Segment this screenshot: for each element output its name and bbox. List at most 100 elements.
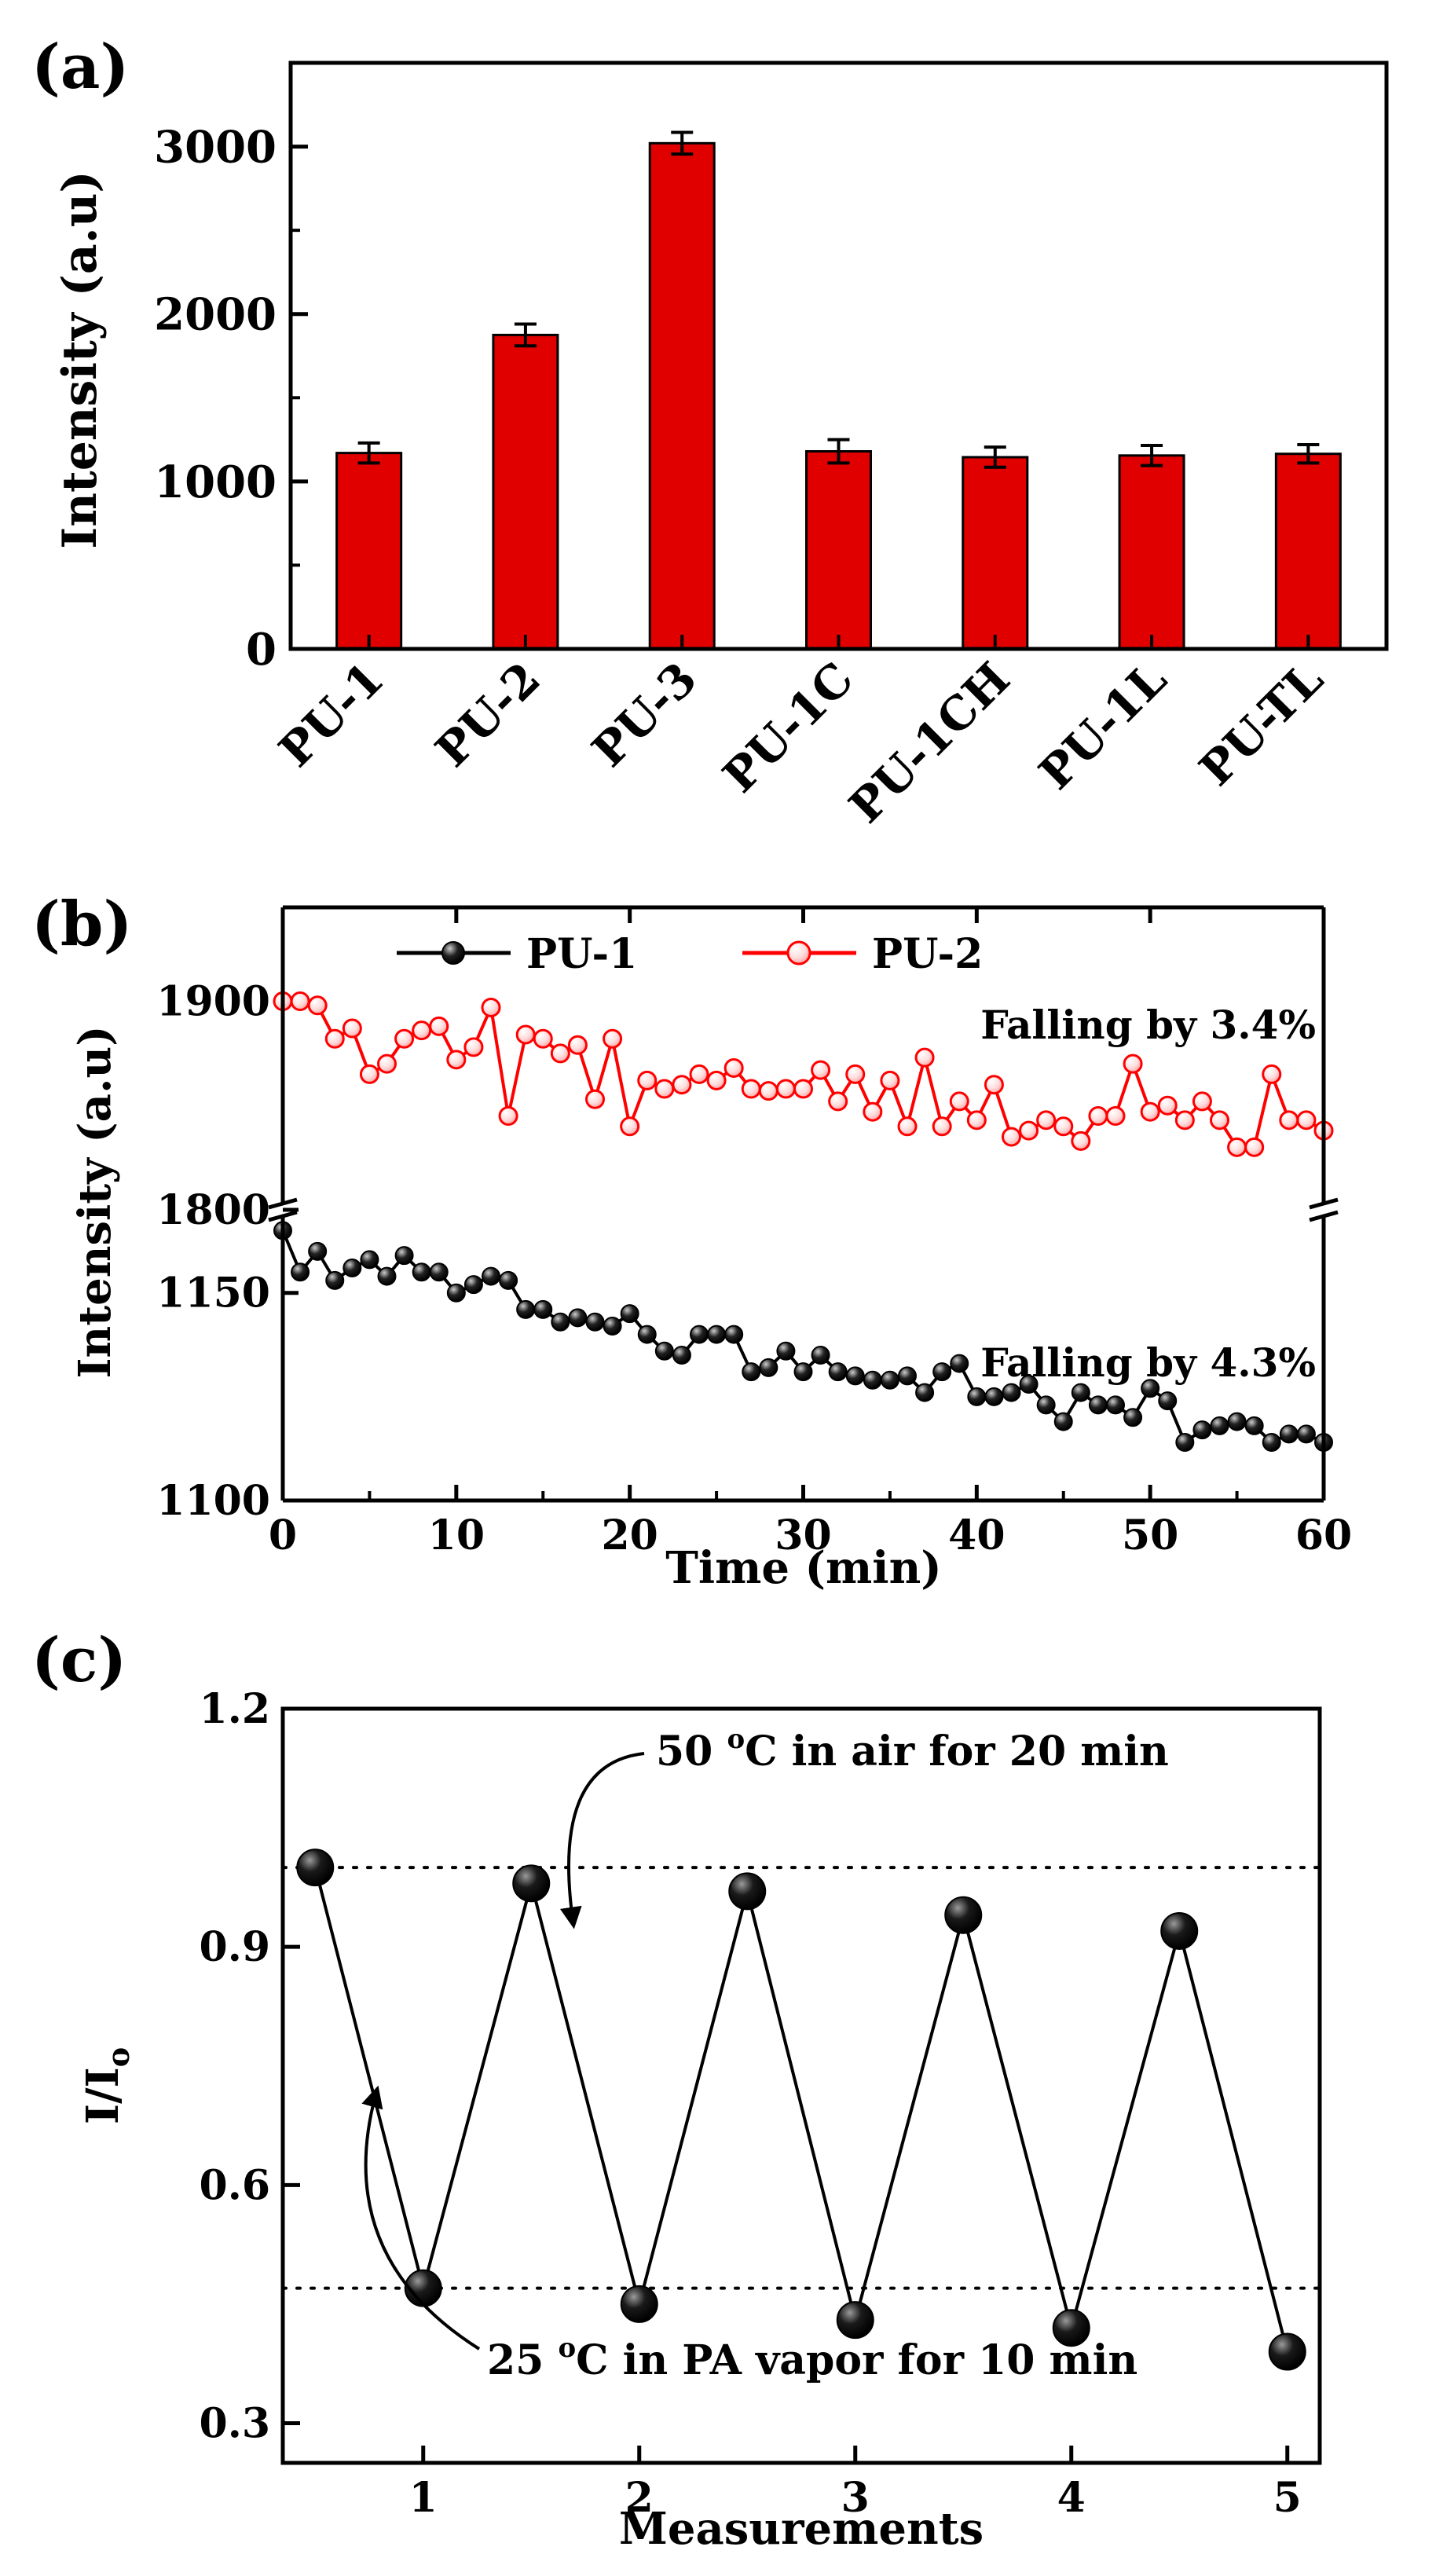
data-point-pu-1 (863, 1370, 882, 1390)
data-point-pu-2 (845, 1064, 866, 1084)
data-point-pu-2 (498, 1106, 518, 1127)
data-point-pu-2 (654, 1079, 675, 1099)
data-point-pu-2 (515, 1024, 536, 1045)
data-point-pu-1 (1262, 1433, 1281, 1452)
data-point-pu-1 (377, 1266, 397, 1286)
data-point-pu-1 (1002, 1383, 1021, 1402)
error-bar-pu-1 (357, 441, 380, 465)
data-point-pu-2 (914, 1047, 935, 1068)
data-point-pu-1 (585, 1312, 605, 1332)
panel-a-plot-frame (288, 60, 1389, 651)
data-point-pu-1 (499, 1270, 518, 1290)
data-point-pu-1 (1019, 1375, 1039, 1394)
data-point-pu-1 (1106, 1395, 1125, 1415)
panel-b-y-tick-label: 1900 (156, 977, 270, 1025)
data-point-pu-2 (1140, 1101, 1160, 1122)
panel-b-x-tick-label: 20 (601, 1512, 658, 1559)
data-point-pu-2 (706, 1070, 727, 1090)
data-point-pu-2 (1157, 1095, 1178, 1116)
panel-b-y-tick-label: 1100 (156, 1477, 270, 1525)
data-point-pu-1 (482, 1266, 500, 1286)
panel-c-y-axis-label: I/Io (77, 2047, 136, 2124)
panel-a-y-axis-label: Intensity (a.u) (53, 170, 108, 548)
data-point-pu-1 (984, 1387, 1004, 1406)
data-point-pu-1 (1210, 1416, 1229, 1435)
data-point-pu-1 (603, 1317, 622, 1336)
bar-pu-1ch (962, 456, 1029, 650)
data-point-pu-1 (551, 1312, 570, 1332)
data-point-pu-1 (1244, 1416, 1264, 1435)
data-point-pu-2 (1279, 1110, 1299, 1130)
data-point-pu-2 (377, 1053, 397, 1074)
data-point-pu-2 (793, 1079, 813, 1099)
panel-a-y-tick-label: 0 (246, 624, 277, 676)
panel-c-data-point (728, 1872, 767, 1911)
data-point-pu-1 (793, 1362, 813, 1382)
data-point-pu-2 (689, 1064, 709, 1084)
panel-b-x-axis-label: Time (min) (665, 1542, 942, 1594)
data-point-pu-1 (811, 1346, 830, 1365)
panel-b-annotation-pu-1: Falling by 4.3% (980, 1339, 1316, 1386)
data-point-pu-2 (412, 1021, 432, 1041)
data-point-pu-1 (759, 1358, 778, 1377)
panel-c-x-tick-label: 1 (409, 2474, 438, 2522)
data-point-pu-1 (742, 1362, 761, 1382)
data-point-pu-1 (308, 1241, 328, 1261)
panel-a-y-tick-label: 2000 (154, 289, 277, 341)
bar-pu-1c (805, 449, 872, 650)
data-point-pu-1 (1227, 1412, 1247, 1431)
data-point-pu-2 (1123, 1053, 1143, 1074)
data-point-pu-2 (620, 1116, 640, 1137)
panel-b-series (273, 991, 1334, 1452)
data-point-pu-1 (291, 1262, 310, 1282)
data-point-pu-2 (880, 1070, 900, 1090)
data-point-pu-2 (1088, 1106, 1108, 1127)
data-point-pu-1 (1123, 1408, 1143, 1427)
data-point-pu-2 (758, 1081, 778, 1101)
panel-c-y-tick-label: 0.6 (200, 2161, 270, 2209)
data-point-pu-2 (1105, 1106, 1126, 1127)
bar-pu-1l (1118, 454, 1185, 650)
data-point-pu-2 (1053, 1116, 1074, 1137)
data-point-pu-1 (343, 1259, 362, 1277)
series-pu-1 (273, 1221, 1333, 1452)
panel-a-label: (a) (31, 31, 129, 103)
data-point-pu-2 (1296, 1110, 1317, 1130)
data-point-pu-2 (863, 1101, 883, 1122)
panel-a-x-tick-label: PU-3 (582, 652, 708, 778)
data-point-pu-2 (394, 1028, 415, 1049)
panel-b-x-tick-label: 50 (1122, 1512, 1178, 1559)
panel-c-x-tick-label: 5 (1273, 2474, 1302, 2522)
panel-c-x-tick-label: 4 (1057, 2474, 1086, 2522)
legend-label-pu-1: PU-1 (526, 930, 637, 978)
panel-c-arrow-heating (559, 1752, 645, 1929)
panel-c-y-tick-label: 0.9 (200, 1923, 270, 1971)
data-point-pu-1 (828, 1362, 848, 1382)
data-point-pu-1 (1141, 1379, 1160, 1398)
data-point-pu-2 (1071, 1130, 1091, 1151)
panel-c-x-tick-label: 2 (625, 2474, 654, 2522)
error-bar-pu-tl (1297, 442, 1320, 465)
data-point-pu-2 (672, 1075, 692, 1095)
data-point-pu-2 (550, 1043, 570, 1064)
data-point-pu-1 (967, 1387, 987, 1406)
data-point-pu-2 (966, 1110, 987, 1130)
data-point-pu-1 (654, 1341, 674, 1361)
data-point-pu-1 (1192, 1420, 1212, 1440)
panel-b-x-tick-label: 40 (948, 1512, 1005, 1559)
panel-c-annotation-vapor: 25 oC in PA vapor for 10 min (487, 2332, 1137, 2384)
data-point-pu-2 (429, 1016, 449, 1036)
error-bar-pu-1c (827, 438, 850, 465)
panel-a-error-bars (357, 130, 1320, 469)
panel-c-data-point (1052, 2309, 1090, 2347)
data-point-pu-2 (290, 991, 310, 1011)
data-point-pu-2 (481, 997, 501, 1017)
data-point-pu-1 (325, 1270, 345, 1290)
panel-c-data-point (296, 1849, 335, 1887)
panel-a-x-tick-label: PU-1L (1029, 652, 1177, 800)
data-point-pu-2 (1002, 1127, 1021, 1147)
data-point-pu-2 (307, 995, 328, 1016)
data-point-pu-1 (637, 1325, 657, 1344)
panel-c-x-axis-label: Measurements (619, 2503, 984, 2555)
